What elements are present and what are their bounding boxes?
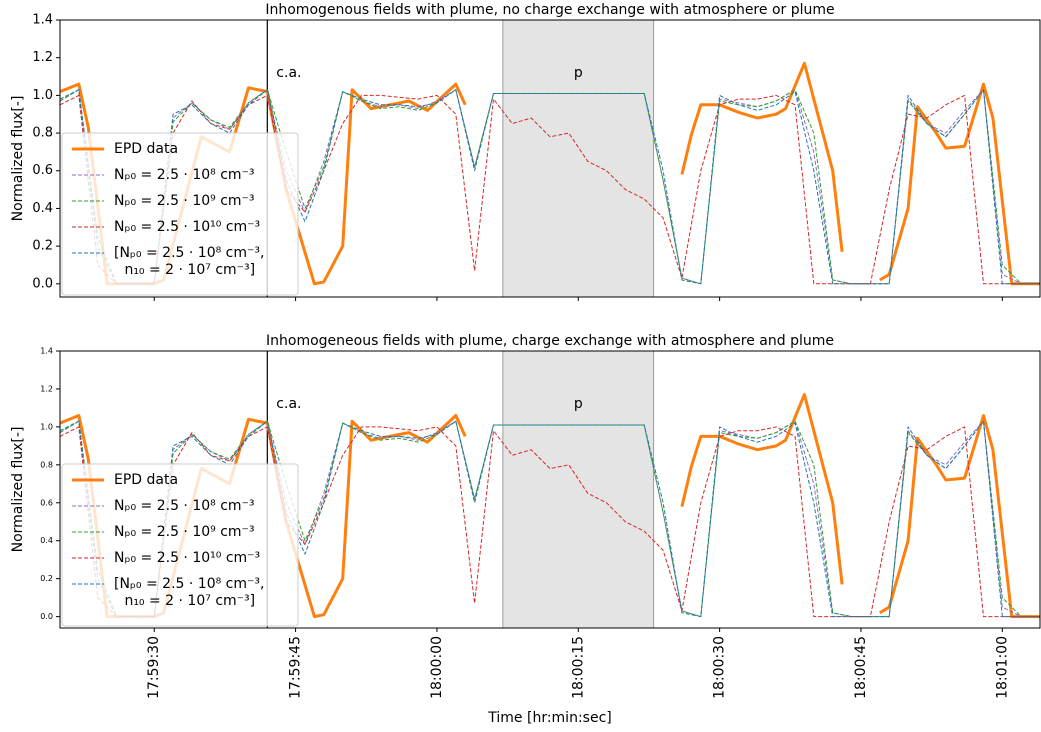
legend-line: n₁₀ = 2 · 10⁷ cm⁻³] (120, 593, 255, 609)
y-tick-label: 1.0 (40, 422, 53, 431)
y-tick-label: 0.0 (40, 612, 53, 621)
series-line (60, 426, 1040, 618)
series-line (60, 94, 1040, 285)
y-tick-label: 1.0 (32, 88, 53, 103)
chart-title: Inhomogeneous fields with plume, charge … (266, 333, 834, 349)
legend-label: Nₚ₀ = 2.5 · 10¹⁰ cm⁻³ (114, 219, 260, 235)
span (502, 350, 655, 629)
x-tick-label: 18:00:30 (712, 636, 728, 699)
legend-label: [Nₚ₀ = 2.5 · 10⁸ cm⁻³, n₁₀ = 2 · 10⁷ cm⁻… (114, 245, 264, 278)
legend-label: Nₚ₀ = 2.5 · 10¹⁰ cm⁻³ (114, 550, 260, 566)
series-line (60, 89, 1040, 285)
x-tick-label: 18:01:00 (994, 636, 1010, 699)
x-axis-label: Time [hr:min:sec] (487, 710, 611, 726)
legend-label: Nₚ₀ = 2.5 · 10⁸ cm⁻³ (114, 167, 255, 183)
series-line (60, 420, 1040, 618)
axes-frame (59, 350, 1041, 629)
x-tick-label: 17:59:45 (288, 636, 304, 699)
vline-label: c.a. (276, 65, 301, 81)
y-tick-label: 0.8 (32, 126, 53, 141)
x-tick-label: 18:00:45 (853, 636, 869, 699)
chart-title: Inhomogenous fields with plume, no charg… (265, 2, 834, 18)
span-label: p (574, 396, 583, 412)
y-tick-label: 1.2 (40, 384, 53, 393)
legend-label: EPD data (114, 141, 178, 157)
y-tick-label: 0.0 (32, 276, 53, 291)
x-tick-label: 17:59:30 (146, 636, 162, 699)
y-tick-label: 0.6 (32, 163, 53, 178)
x-tick-label: 18:00:15 (570, 636, 586, 699)
legend-line: [Nₚ₀ = 2.5 · 10⁸ cm⁻³, (114, 245, 264, 261)
legend-line: n₁₀ = 2 · 10⁷ cm⁻³] (120, 262, 255, 278)
y-tick-label: 0.6 (40, 498, 53, 507)
y-tick-label: 0.4 (32, 201, 53, 216)
y-axis-label: Normalized flux[-] (10, 427, 26, 553)
legend-line: [Nₚ₀ = 2.5 · 10⁸ cm⁻³, (114, 576, 264, 592)
legend-label: [Nₚ₀ = 2.5 · 10⁸ cm⁻³, n₁₀ = 2 · 10⁷ cm⁻… (114, 576, 264, 609)
y-tick-label: 0.2 (32, 239, 53, 254)
span (502, 19, 655, 298)
legend-box (61, 132, 299, 296)
y-tick-label: 1.2 (32, 50, 53, 65)
vline-label: c.a. (276, 396, 301, 412)
y-axis-label: Normalized flux[-] (10, 96, 26, 222)
y-tick-label: 1.4 (40, 347, 53, 356)
legend-label: EPD data (114, 472, 178, 488)
legend-label: Nₚ₀ = 2.5 · 10⁹ cm⁻³ (114, 524, 255, 540)
legend-box (61, 463, 299, 627)
y-tick-label: 0.8 (40, 460, 53, 469)
y-tick-label: 0.4 (40, 536, 53, 545)
y-tick-label: 0.2 (40, 574, 53, 583)
series-line (60, 89, 1040, 285)
span-label: p (574, 65, 583, 81)
y-tick-label: 1.4 (32, 13, 53, 28)
legend-label: Nₚ₀ = 2.5 · 10⁹ cm⁻³ (114, 193, 255, 209)
x-tick-label: 18:00:00 (429, 636, 445, 699)
axes-frame (59, 19, 1041, 298)
legend-label: Nₚ₀ = 2.5 · 10⁸ cm⁻³ (114, 498, 255, 514)
